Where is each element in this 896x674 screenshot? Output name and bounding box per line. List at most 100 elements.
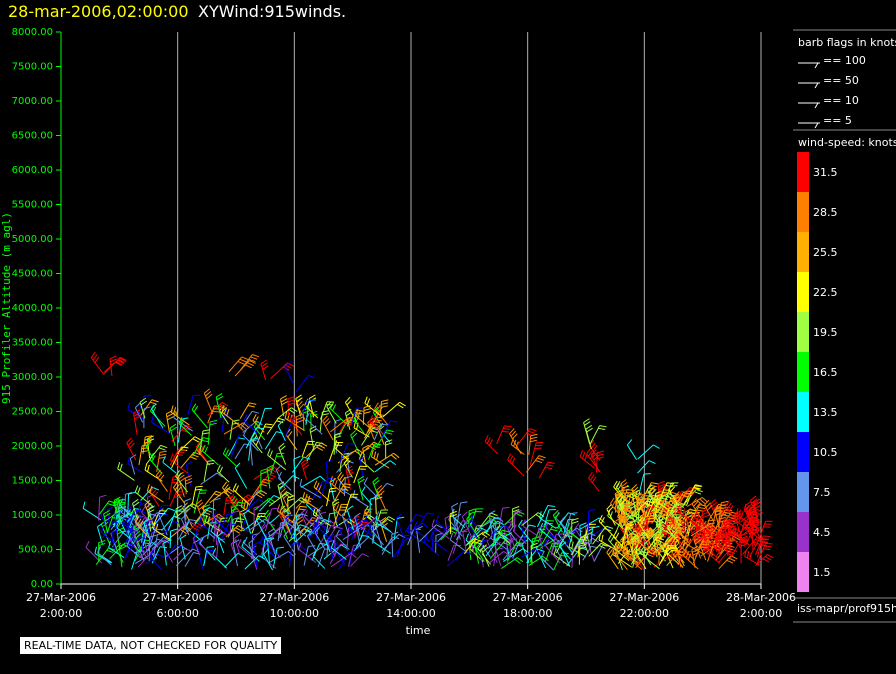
barb-flag — [287, 412, 290, 421]
barb-flag — [239, 508, 247, 513]
wind-barb — [566, 547, 588, 567]
barb-staff — [354, 535, 363, 551]
barb-staff — [126, 531, 137, 549]
wind-barb — [248, 538, 255, 559]
wind-barb — [329, 402, 346, 424]
barb-staff — [176, 548, 194, 566]
barb-staff — [477, 516, 499, 530]
barb-flag — [751, 528, 759, 532]
barb-staff — [466, 531, 485, 546]
barb-flag — [708, 547, 712, 555]
wind-barb — [167, 510, 183, 531]
barb-staff — [193, 490, 201, 514]
barb-flag — [626, 524, 634, 526]
barb-flag — [342, 485, 350, 489]
barb-flag — [186, 461, 193, 466]
barb-flag — [712, 504, 719, 510]
barb-flag — [668, 548, 676, 552]
barb-flag — [228, 523, 236, 526]
barb-staff — [374, 452, 394, 466]
barb-staff — [624, 554, 643, 570]
barb-flag — [296, 419, 304, 424]
barb-flag — [354, 450, 361, 456]
barb-staff — [232, 519, 235, 542]
barb-flag — [304, 498, 312, 503]
barb-flag — [177, 451, 185, 454]
barb-flag — [461, 511, 468, 517]
barb-flag — [586, 447, 592, 454]
barb-staff — [750, 500, 759, 522]
barb-staff — [199, 430, 204, 454]
barb-flag — [617, 500, 621, 508]
barb-flag — [616, 550, 621, 557]
barb-staff — [345, 469, 351, 490]
barb-flag — [181, 417, 189, 420]
barb-flag — [756, 508, 763, 514]
barb-flag — [215, 516, 223, 519]
wind-barb — [229, 510, 240, 535]
barb-staff — [488, 513, 493, 533]
barb-flag — [619, 502, 624, 510]
barb-flag — [712, 530, 717, 538]
barb-staff — [207, 522, 211, 540]
barb-flag — [423, 535, 428, 542]
wind-barb — [234, 360, 256, 377]
wind-barb — [303, 545, 316, 566]
wind-barb — [382, 401, 406, 418]
x-tick-date: 27-Mar-2006 — [143, 591, 213, 604]
barb-staff — [126, 515, 135, 535]
barb-flag — [194, 436, 202, 441]
barb-flag — [397, 403, 404, 409]
barb-flag — [579, 543, 587, 547]
barb-staff — [256, 519, 269, 542]
barb-staff — [82, 507, 102, 521]
wind-barb — [346, 451, 354, 474]
barb-staff — [435, 521, 450, 533]
barb-staff — [481, 549, 490, 567]
wind-barb — [631, 484, 640, 505]
barb-flag — [158, 447, 166, 451]
barb-flag — [268, 528, 275, 533]
barb-staff — [608, 539, 621, 555]
barb-flag — [683, 495, 691, 498]
barb-flag — [114, 506, 118, 514]
barb-flag — [117, 461, 121, 469]
wind-barb — [521, 512, 545, 526]
barb-staff — [223, 422, 244, 435]
barb-flag — [672, 507, 678, 514]
barb-flag — [231, 496, 237, 503]
wind-barb — [646, 536, 665, 551]
barb-staff — [170, 411, 190, 426]
barb-flag — [588, 471, 593, 479]
barb-staff — [243, 420, 258, 434]
wind-barb — [395, 513, 404, 537]
barb-staff — [729, 532, 741, 549]
barb-flag — [352, 490, 356, 498]
wind-barb — [468, 518, 479, 540]
wind-barb — [234, 462, 248, 489]
barb-flag — [362, 521, 370, 524]
wind-barb — [280, 487, 292, 515]
barb-flag — [208, 506, 216, 511]
barb-staff — [658, 518, 675, 533]
wind-barb — [220, 523, 236, 541]
barb-staff — [646, 499, 656, 517]
barb-staff — [674, 529, 691, 544]
wind-barb — [373, 423, 389, 441]
barb-flag — [227, 487, 235, 493]
barb-flag — [647, 508, 655, 512]
wind-barb — [393, 516, 405, 540]
barb-flag — [326, 401, 332, 407]
barb-staff — [347, 545, 354, 567]
barb-staff — [589, 425, 601, 446]
barb-staff — [200, 513, 220, 527]
barb-staff — [170, 459, 189, 474]
x-tick-time: 6:00:00 — [156, 607, 198, 620]
barb-flag — [248, 358, 256, 363]
barb-flag — [689, 508, 697, 512]
barb-flag — [710, 549, 715, 557]
barb-staff — [230, 543, 238, 561]
wind-barb — [272, 546, 284, 569]
barb-flag — [281, 507, 285, 515]
wind-barb — [333, 503, 349, 527]
